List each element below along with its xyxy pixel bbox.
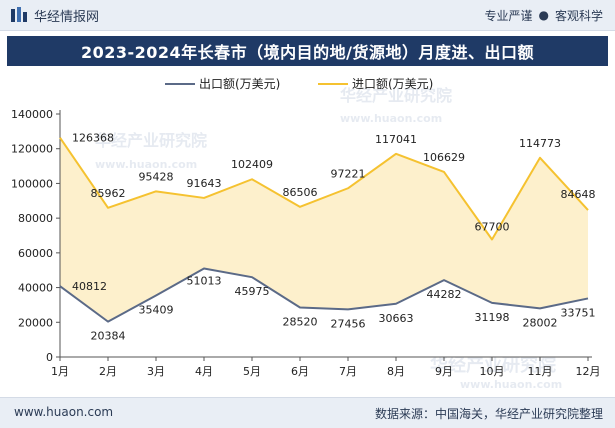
export-data-label: 44282	[427, 288, 462, 301]
x-tick-label: 8月	[387, 365, 405, 378]
y-tick-label: 120000	[11, 143, 53, 156]
chart-title: 2023-2024年长春市（境内目的地/货源地）月度进、出口额	[7, 36, 608, 66]
motto-left: 专业严谨	[484, 8, 533, 23]
export-data-label: 35409	[139, 304, 174, 317]
bottom-bar: www.huaon.com 数据来源：中国海关，华经产业研究院整理	[0, 397, 615, 428]
import-data-label: 102409	[231, 158, 273, 171]
y-tick-label: 80000	[18, 212, 53, 225]
y-tick-label: 140000	[11, 108, 53, 121]
brand: 华经情报网	[10, 5, 99, 25]
export-data-label: 40812	[72, 280, 107, 293]
x-tick-label: 10月	[480, 365, 505, 378]
x-tick-label: 3月	[147, 365, 165, 378]
brand-logo-icon	[11, 7, 27, 22]
export-area-fill	[60, 268, 588, 357]
y-tick-label: 0	[46, 351, 53, 364]
motto-right: 客观科学	[554, 8, 603, 23]
export-series-line	[59, 267, 589, 323]
export-data-label: 28002	[523, 316, 558, 329]
x-tick-label: 11月	[528, 365, 553, 378]
import-data-label: 117041	[375, 133, 417, 146]
import-data-label: 106629	[423, 151, 465, 164]
data-source: 数据来源：中国海关，华经产业研究院整理	[374, 407, 603, 421]
export-data-label: 20384	[91, 330, 126, 343]
import-data-label: 95428	[139, 170, 174, 183]
chart: 华经产业研究院 www.huaon.com 华经产业研究院 www.huaon.com…	[11, 77, 601, 391]
import-data-label: 67700	[475, 220, 510, 233]
site-url: www.huaon.com	[14, 405, 114, 419]
import-data-label: 91643	[187, 177, 222, 190]
watermark-text: 华经产业研究院	[430, 354, 556, 376]
legend-label-export: 出口额(万美元)	[199, 77, 280, 91]
y-tick-label: 40000	[18, 282, 53, 295]
export-data-label: 27456	[331, 317, 366, 330]
watermark-text: www.huaon.com	[460, 378, 562, 391]
watermark-text: 华经产业研究院	[95, 131, 207, 150]
export-data-label: 51013	[187, 274, 222, 287]
legend-label-import: 进口额(万美元)	[352, 77, 433, 91]
top-bar: 华经情报网 专业严谨 ● 客观科学	[0, 0, 615, 31]
motto-separator: ●	[538, 8, 549, 22]
x-tick-label: 9月	[435, 365, 453, 378]
brand-name: 华经情报网	[34, 9, 100, 25]
watermark-text: 华经产业研究院	[340, 86, 452, 105]
export-data-label: 30663	[379, 312, 414, 325]
y-tick-label: 20000	[18, 316, 53, 329]
import-series-line	[59, 137, 589, 241]
export-data-label: 33751	[561, 306, 596, 319]
import-data-label: 114773	[519, 137, 561, 150]
watermark-text: www.huaon.com	[340, 112, 442, 125]
x-tick-label: 5月	[243, 365, 261, 378]
x-tick-label: 7月	[339, 365, 357, 378]
motto: 专业严谨 ● 客观科学	[484, 5, 603, 25]
x-tick-label: 4月	[195, 365, 213, 378]
y-tick-label: 60000	[18, 247, 53, 260]
import-data-label: 86506	[283, 186, 318, 199]
export-data-label: 45975	[235, 285, 270, 298]
import-data-label: 126368	[72, 132, 114, 145]
export-data-label: 28520	[283, 315, 318, 328]
x-tick-label: 2月	[99, 365, 117, 378]
x-tick-label: 6月	[291, 365, 309, 378]
export-data-label: 31198	[475, 311, 510, 324]
watermark-text: www.huaon.com	[95, 158, 197, 171]
x-tick-label: 1月	[51, 365, 69, 378]
import-data-label: 84648	[561, 188, 596, 201]
x-tick-label: 12月	[576, 365, 601, 378]
import-data-label: 85962	[91, 187, 126, 200]
import-data-label: 97221	[331, 167, 366, 180]
import-area-fill	[60, 137, 588, 322]
y-tick-label: 100000	[11, 177, 53, 190]
